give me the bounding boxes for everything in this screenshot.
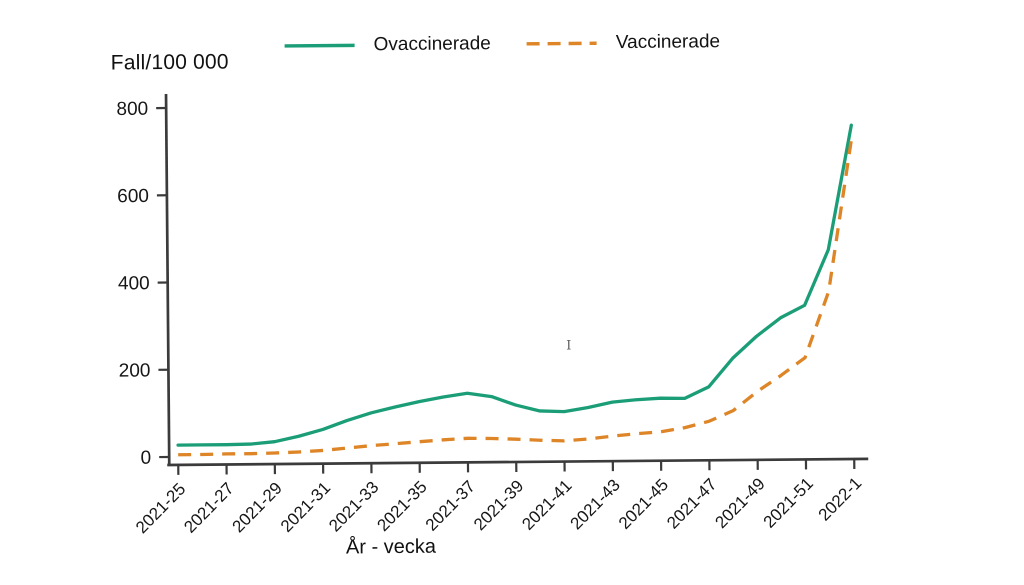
x-tick-label: 2021-31 xyxy=(277,478,334,536)
y-tick-label: 200 xyxy=(119,360,151,381)
x-tick-label: 2021-49 xyxy=(711,474,768,532)
x-tick-label: 2021-39 xyxy=(470,476,527,534)
x-tick-label: 2021-35 xyxy=(373,477,430,535)
legend-solid-line-icon xyxy=(283,41,357,50)
x-tick-label: 2021-37 xyxy=(422,477,479,535)
legend-label-ovaccinerade: Ovaccinerade xyxy=(374,33,491,56)
x-tick-label: 2021-41 xyxy=(518,476,575,534)
x-tick-label: 2021-29 xyxy=(229,478,286,536)
y-tick-label: 600 xyxy=(117,186,149,207)
x-tick-label: 2021-33 xyxy=(325,478,382,536)
x-tick-label: 2021-27 xyxy=(180,479,237,537)
series-line-vaccinerade xyxy=(175,139,854,455)
y-tick-label: 0 xyxy=(141,448,152,469)
legend-label-vaccinerade: Vaccinerade xyxy=(616,31,720,54)
y-tick-label: 800 xyxy=(116,99,148,120)
x-tick-label: 2021-51 xyxy=(760,474,817,532)
x-tick-label: 2021-25 xyxy=(132,479,189,537)
legend-item-ovaccinerade: Ovaccinerade xyxy=(283,33,491,57)
y-axis-title: Fall/100 000 xyxy=(111,50,229,75)
y-tick-label: 400 xyxy=(118,273,150,294)
x-tick-label: 2022-1 xyxy=(815,473,866,524)
x-axis-line xyxy=(167,459,868,465)
x-tick-label: 2021-45 xyxy=(615,475,672,533)
x-tick-label: 2021-43 xyxy=(567,476,624,534)
legend-dashed-line-icon xyxy=(525,39,599,48)
chart-legend: Ovaccinerade Vaccinerade xyxy=(283,31,721,57)
x-axis-title-text: År - vecka xyxy=(346,536,436,559)
y-axis-line xyxy=(166,94,169,466)
text-cursor-artifact: I xyxy=(566,338,571,353)
x-tick-label: 2021-47 xyxy=(663,475,720,533)
legend-item-vaccinerade: Vaccinerade xyxy=(525,31,720,55)
